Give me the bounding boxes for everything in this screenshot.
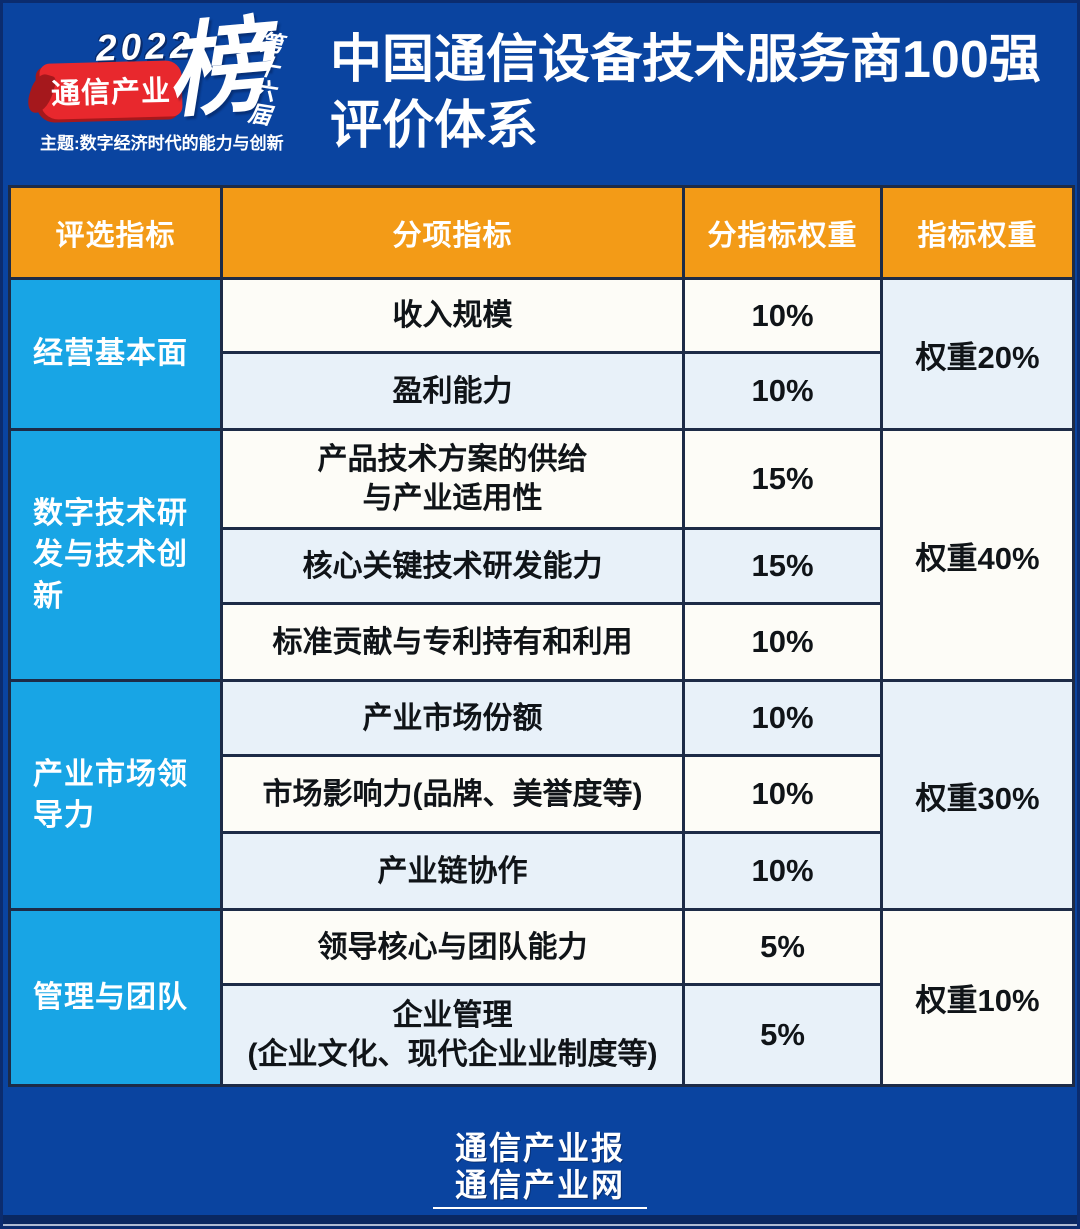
category-cell: 数字技术研发与技术创新 xyxy=(8,428,223,682)
subweight-cell: 10% xyxy=(682,277,883,354)
weight-cell: 权重10% xyxy=(880,908,1075,1087)
table-row: 产业链协作 10% xyxy=(10,831,1074,911)
subindicator-cell: 盈利能力 xyxy=(220,351,685,431)
title-line-2: 评价体系 xyxy=(330,96,539,155)
subindicator-cell: 核心关键技术研发能力 xyxy=(220,527,685,605)
weight-cell: 权重20% xyxy=(880,277,1075,431)
table-row: 市场影响力(品牌、美誉度等) 10% xyxy=(10,754,1074,834)
subindicator-cell: 市场影响力(品牌、美誉度等) xyxy=(220,754,685,834)
subweight-cell: 10% xyxy=(682,754,883,834)
table-row: 经营基本面 收入规模 10% 权重20% xyxy=(8,277,1075,431)
subindicator-cell: 收入规模 xyxy=(220,277,685,354)
table-row: 产业市场领导力 产业市场份额 10% 权重30% xyxy=(8,679,1075,911)
subindicator-cell: 产业链协作 xyxy=(220,831,685,911)
subweight-cell: 15% xyxy=(682,428,883,530)
subindicator-cell: 企业管理 (企业文化、现代企业业制度等) xyxy=(220,983,685,1087)
subweight-cell: 5% xyxy=(682,983,883,1087)
column-header-subitem: 分项指标 xyxy=(220,185,685,280)
title-line-1: 中国通信设备技术服务商100强 xyxy=(330,31,1041,89)
footer-brand-line-2: 通信产业网 xyxy=(454,1167,625,1203)
subindicator-cell: 产业市场份额 xyxy=(220,679,685,757)
column-header-subweight: 分指标权重 xyxy=(682,185,883,280)
bottom-edge-light-strip xyxy=(0,1224,1080,1229)
subindicator-cell: 标准贡献与专利持有和利用 xyxy=(220,602,685,682)
table-row: 企业管理 (企业文化、现代企业业制度等) 5% xyxy=(10,983,1074,1087)
page-title: 中国通信设备技术服务商100强 评价体系 xyxy=(330,28,1041,159)
subindicator-cell: 产品技术方案的供给 与产业适用性 xyxy=(220,428,685,530)
subweight-cell: 15% xyxy=(682,527,883,605)
footer: 通信产业报 通信产业网 www.ccidcom.com xyxy=(0,1117,1080,1229)
table-row: 标准贡献与专利持有和利用 10% xyxy=(10,602,1074,682)
subweight-cell: 5% xyxy=(682,908,883,986)
logo-theme-line: 主题:数字经济时代的能力与创新 xyxy=(40,134,284,153)
table-row: 数字技术研发与技术创新 产品技术方案的供给 与产业适用性 15% 权重40% xyxy=(8,428,1075,682)
logo-brush-banner: 通信产业 xyxy=(39,60,183,120)
table-header-row: 评选指标 分项指标 分指标权重 指标权重 xyxy=(8,185,1075,280)
evaluation-table: 评选指标 分项指标 分指标权重 指标权重 经营基本面 收入规模 10% 权重20… xyxy=(8,185,1075,1087)
weight-cell: 权重40% xyxy=(880,428,1075,682)
column-header-category: 评选指标 xyxy=(8,185,223,280)
table-row: 核心关键技术研发能力 15% xyxy=(10,527,1074,605)
footer-brand-line-1: 通信产业报 xyxy=(454,1130,625,1166)
category-cell: 管理与团队 xyxy=(8,908,223,1087)
edition-char: 届 xyxy=(246,99,274,130)
subweight-cell: 10% xyxy=(682,602,883,682)
weight-cell: 权重30% xyxy=(880,679,1075,911)
column-header-weight: 指标权重 xyxy=(880,185,1075,280)
subindicator-cell: 领导核心与团队能力 xyxy=(220,908,685,986)
subindicator-line: 企业管理 xyxy=(392,999,513,1032)
table-row: 盈利能力 10% xyxy=(10,351,1074,431)
subweight-cell: 10% xyxy=(682,351,883,431)
subindicator-line: 产品技术方案的供给 xyxy=(317,443,588,476)
category-cell: 产业市场领导力 xyxy=(8,679,223,911)
subweight-cell: 10% xyxy=(682,831,883,911)
subweight-cell: 10% xyxy=(682,679,883,757)
bottom-edge-dark-strip xyxy=(0,1215,1080,1224)
category-cell: 经营基本面 xyxy=(8,277,223,431)
subindicator-line: 与产业适用性 xyxy=(362,482,543,515)
subindicator-line: (企业文化、现代企业业制度等) xyxy=(247,1038,658,1071)
header: 2022 通信产业 榜 第 十 六 届 主题:数字经济时代的能力与创新 中国通信… xyxy=(0,0,1080,185)
table-row: 管理与团队 领导核心与团队能力 5% 权重10% xyxy=(8,908,1075,1087)
logo-brand-text: 通信产业 xyxy=(50,75,172,111)
